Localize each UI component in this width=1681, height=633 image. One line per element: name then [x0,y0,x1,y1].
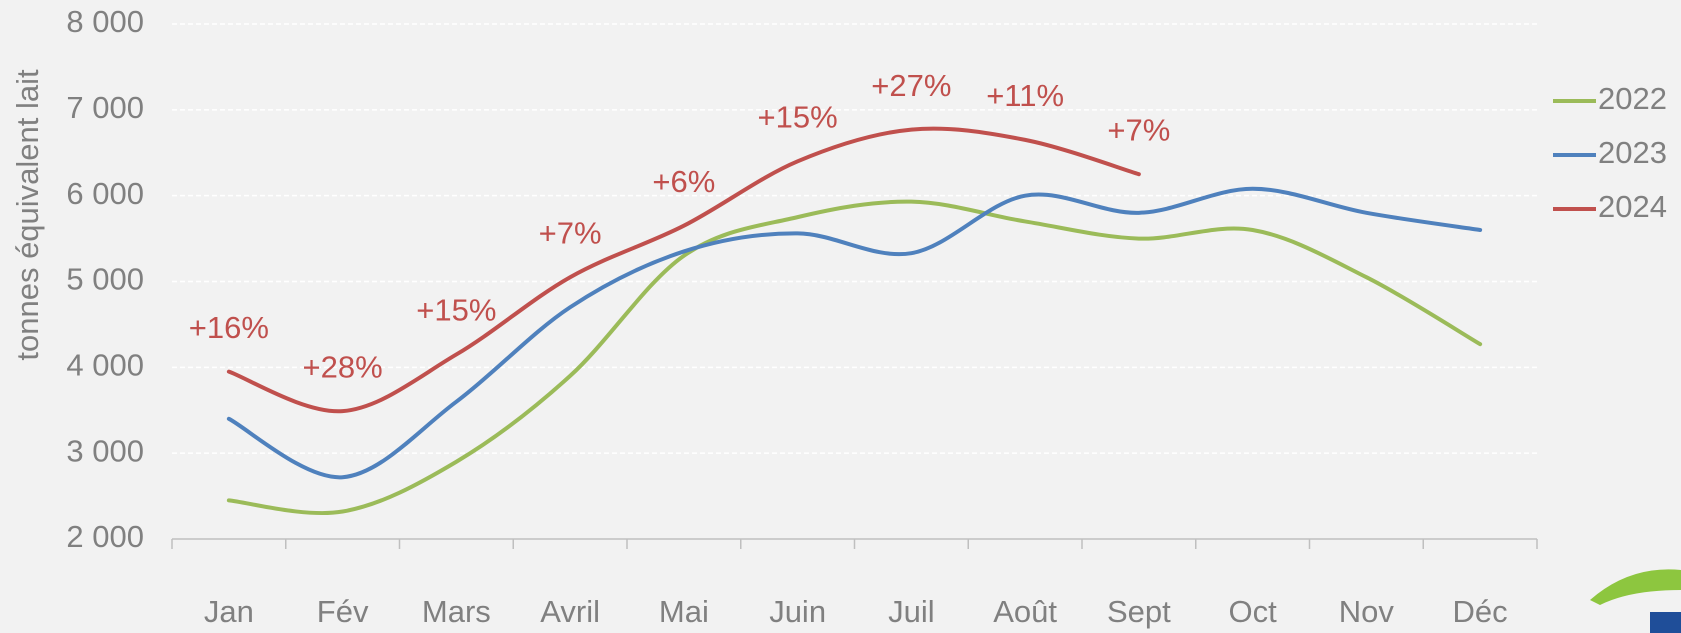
x-tick-label: Jan [204,594,254,629]
legend-label: 2022 [1598,81,1667,116]
y-tick-label: 8 000 [66,4,144,39]
x-tick-label: Déc [1453,594,1508,629]
y-axis-label: tonnes équivalent lait [10,69,45,361]
logo [1590,569,1681,633]
annotation: +7% [1107,112,1170,147]
x-tick-label: Juin [769,594,826,629]
x-tick-label: Sept [1107,594,1171,629]
annotation: +6% [652,164,715,199]
x-tick-label: Fév [317,594,369,629]
line [226,186,1483,480]
annotation: +27% [871,68,951,103]
x-tick-label: Avril [540,594,600,629]
legend-label: 2024 [1598,189,1667,224]
y-tick-label: 6 000 [66,176,144,211]
annotation: +7% [539,215,602,250]
y-tick-label: 5 000 [66,262,144,297]
y-tick-label: 3 000 [66,433,144,468]
x-tick-label: Mars [422,594,491,629]
y-tick-label: 2 000 [66,519,144,554]
annotation: +28% [303,349,383,384]
legend-label: 2023 [1598,135,1667,170]
annotation: +11% [986,78,1064,113]
x-tick-label: Août [993,594,1057,629]
y-tick-label: 4 000 [66,348,144,383]
annotation: +16% [189,310,269,345]
x-tick-label: Mai [659,594,709,629]
line [226,126,1141,414]
line [226,199,1483,516]
x-tick-label: Oct [1229,594,1278,629]
x-tick-label: Juil [888,594,935,629]
annotation: +15% [416,293,496,328]
x-tick-label: Nov [1339,594,1395,629]
y-tick-label: 7 000 [66,90,144,125]
annotation: +15% [758,100,838,135]
